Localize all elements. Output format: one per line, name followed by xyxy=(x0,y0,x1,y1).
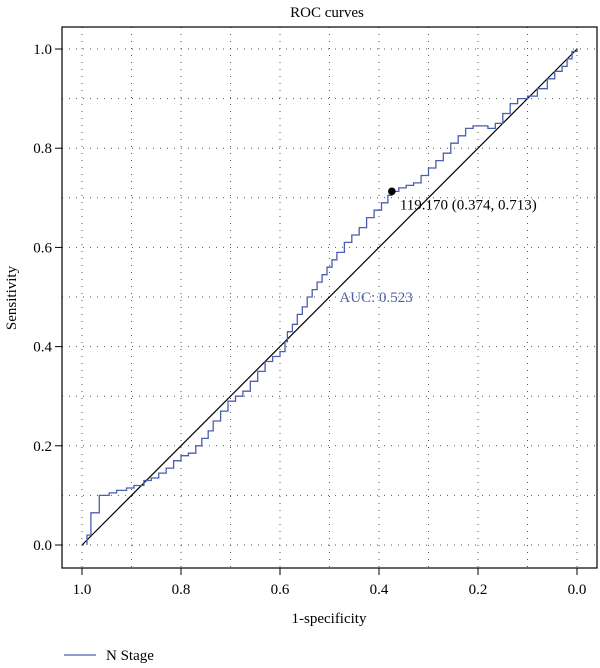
y-axis-ticks: 0.0 0.2 0.4 0.6 0.8 1.0 xyxy=(33,42,62,554)
y-tick-label: 0.0 xyxy=(33,538,52,554)
y-tick-label: 0.6 xyxy=(33,240,52,256)
chart-title: ROC curves xyxy=(290,5,364,21)
y-tick-label: 0.2 xyxy=(33,439,52,455)
plot-frame xyxy=(61,26,598,569)
x-tick-label: 0.8 xyxy=(172,582,191,598)
auc-label: AUC: 0.523 xyxy=(339,290,412,306)
x-tick-label: 0.4 xyxy=(370,582,389,598)
y-tick-label: 0.4 xyxy=(33,340,52,356)
legend-label-n-stage: N Stage xyxy=(106,648,154,664)
threshold-label: 119.170 (0.374, 0.713) xyxy=(400,197,537,213)
x-tick-label: 0.2 xyxy=(469,582,488,598)
threshold-point xyxy=(388,187,396,196)
y-tick-label: 1.0 xyxy=(33,42,52,58)
y-tick-label: 0.8 xyxy=(33,141,52,157)
x-tick-label: 0.6 xyxy=(271,582,290,598)
legend: N Stage xyxy=(64,648,154,664)
roc-curve-n-stage xyxy=(86,49,578,545)
reference-diagonal-line xyxy=(81,48,578,546)
y-axis-label: Sensitivity xyxy=(4,265,20,330)
x-axis-ticks: 1.0 0.8 0.6 0.4 0.2 0.0 xyxy=(73,568,587,598)
x-axis-label: 1-specificity xyxy=(292,611,367,627)
x-tick-label: 0.0 xyxy=(568,582,587,598)
x-tick-label: 1.0 xyxy=(73,582,92,598)
